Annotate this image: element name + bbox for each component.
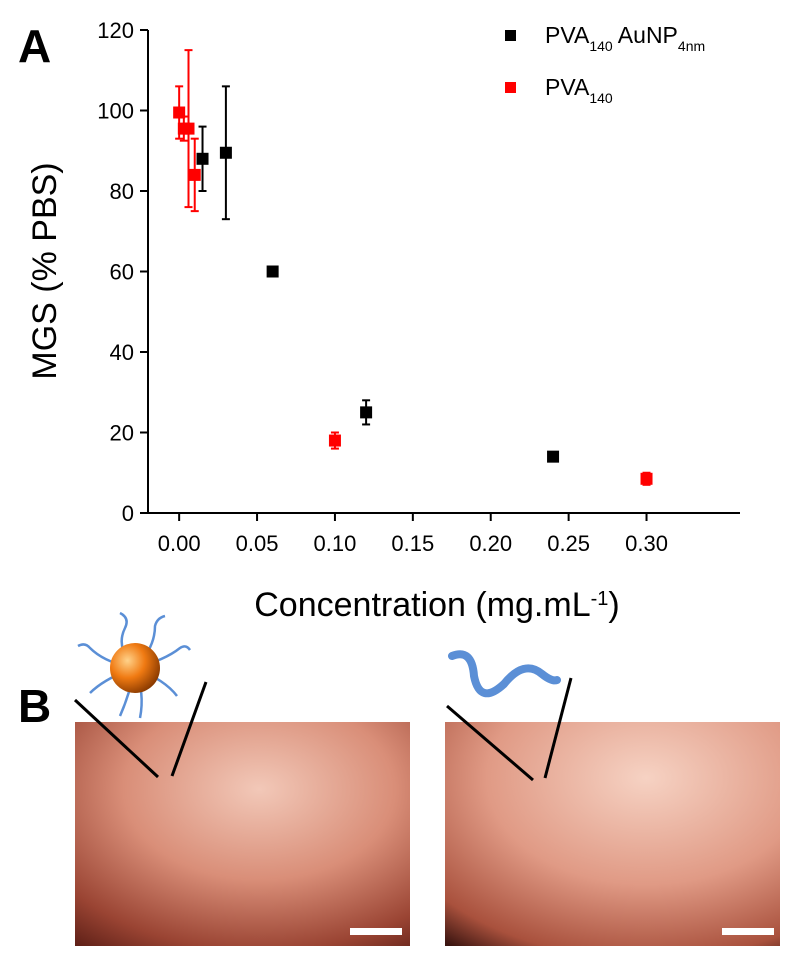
- legend-entry-part: PVA: [545, 22, 590, 48]
- legend-entry-part: 140: [589, 90, 613, 106]
- micrograph-right: [445, 650, 780, 946]
- legend-entry: PVA140 AuNP4nm: [545, 22, 705, 54]
- x-tick-label: 0.25: [547, 531, 590, 556]
- marker: [360, 406, 373, 419]
- x-tick-label: 0.05: [236, 531, 279, 556]
- legend-entry-part: 4nm: [678, 38, 705, 54]
- y-tick-label: 100: [97, 99, 134, 124]
- y-tick-label: 120: [97, 18, 134, 43]
- y-axis-label: MGS (% PBS): [26, 162, 64, 379]
- legend-entry-part: PVA: [545, 74, 590, 100]
- x-tick-label: 0.15: [391, 531, 434, 556]
- marker: [188, 168, 201, 181]
- marker: [173, 106, 186, 119]
- legend-entry-part: AuNP: [613, 22, 678, 48]
- x-axis-label-part: -1: [591, 588, 609, 610]
- legend-marker: [505, 82, 516, 93]
- marker: [219, 146, 232, 159]
- y-tick-label: 80: [110, 179, 134, 204]
- marker: [640, 472, 653, 485]
- y-tick-label: 20: [110, 421, 134, 446]
- x-tick-label: 0.10: [314, 531, 357, 556]
- x-axis-label-part: ): [608, 586, 619, 624]
- marker: [547, 450, 560, 463]
- panel-label: A: [18, 20, 51, 72]
- marker: [182, 122, 195, 135]
- x-tick-label: 0.20: [469, 531, 512, 556]
- legend-entry-part: 140: [589, 38, 613, 54]
- x-axis-label-part: Concentration (mg.mL: [254, 586, 590, 624]
- plot-area: 0 20 40 60 80 100 120 0.00 0.05 0.10 0.15 0.20 0.25 0…: [97, 18, 740, 556]
- legend-entry: PVA140: [545, 74, 613, 106]
- y-tick-label: 0: [122, 501, 134, 526]
- micrograph-left: [73, 611, 410, 946]
- panel-label: B: [18, 680, 51, 732]
- x-tick-label: 0.30: [625, 531, 668, 556]
- marker: [196, 152, 209, 165]
- x-tick-label: 0.00: [158, 531, 201, 556]
- y-tick-label: 60: [110, 260, 134, 285]
- x-axis-label: Concentration (mg.mL-1): [254, 586, 620, 624]
- legend-marker: [505, 30, 516, 41]
- marker: [328, 434, 341, 447]
- marker: [266, 265, 279, 278]
- y-tick-label: 40: [110, 340, 134, 365]
